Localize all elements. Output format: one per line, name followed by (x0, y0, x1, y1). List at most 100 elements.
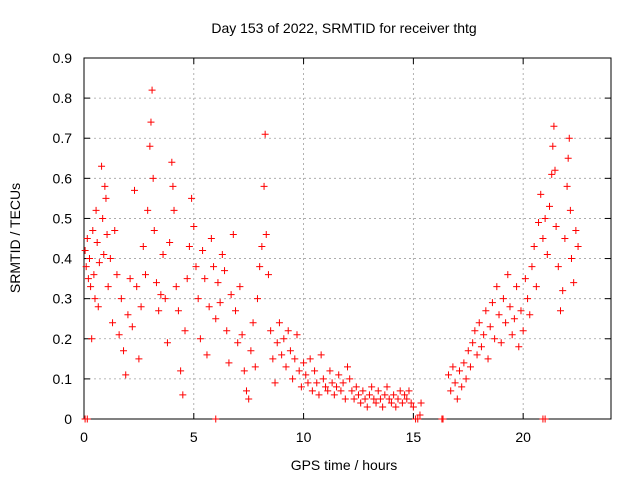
data-point-plus-marker (262, 230, 270, 238)
data-point-plus-marker (541, 415, 549, 423)
data-point-plus-marker (526, 311, 534, 319)
data-point-plus-marker (267, 327, 275, 335)
data-point-plus-marker (330, 391, 338, 399)
data-point-plus-marker (365, 391, 373, 399)
data-point-plus-marker (401, 391, 409, 399)
data-point-plus-marker (278, 351, 286, 359)
data-point-plus-marker (144, 206, 152, 214)
data-point-plus-marker (535, 218, 543, 226)
grid-layer (84, 58, 611, 419)
data-point-plus-marker (227, 291, 235, 299)
data-point-plus-marker (513, 283, 521, 291)
data-point-plus-marker (95, 259, 103, 267)
data-point-plus-marker (91, 295, 99, 303)
data-point-plus-marker (168, 158, 176, 166)
data-point-plus-marker (322, 383, 330, 391)
data-point-plus-marker (414, 415, 422, 423)
data-point-plus-marker (524, 295, 532, 303)
data-point-plus-marker (506, 303, 514, 311)
data-point-plus-marker (113, 271, 121, 279)
data-point-plus-marker (502, 319, 510, 327)
y-axis-label: SRMTID / TECUs (7, 183, 23, 293)
y-tick-label: 0.3 (53, 291, 73, 307)
data-point-plus-marker (83, 235, 91, 242)
data-point-plus-marker (416, 411, 424, 419)
data-point-plus-marker (212, 315, 220, 323)
data-point-plus-marker (83, 415, 91, 423)
data-point-plus-marker (81, 247, 89, 255)
y-tick-label: 0.4 (53, 251, 73, 267)
data-point-plus-marker (482, 307, 490, 315)
data-point-plus-marker (374, 387, 382, 395)
data-point-plus-marker (210, 263, 218, 271)
y-tick-label: 0 (64, 411, 72, 427)
data-point-plus-marker (218, 251, 226, 259)
data-point-plus-marker (196, 335, 204, 343)
data-point-plus-marker (149, 174, 157, 182)
data-point-plus-marker (348, 387, 356, 395)
data-point-plus-marker (188, 194, 196, 202)
data-point-plus-marker (370, 395, 378, 403)
y-tick-label: 0.8 (53, 90, 73, 106)
data-point-plus-marker (335, 371, 343, 379)
data-point-plus-marker (567, 255, 575, 263)
data-point-plus-marker (546, 202, 554, 210)
data-point-plus-marker (488, 299, 496, 307)
data-point-plus-marker (139, 243, 147, 251)
data-point-plus-marker (269, 355, 277, 363)
data-point-plus-marker (101, 182, 109, 190)
data-point-plus-marker (181, 327, 189, 335)
data-point-plus-marker (223, 327, 231, 335)
data-point-plus-marker (409, 403, 417, 411)
data-point-plus-marker (541, 214, 549, 222)
data-point-plus-marker (300, 359, 308, 367)
data-point-plus-marker (245, 395, 253, 403)
data-point-plus-marker (280, 335, 288, 343)
data-point-plus-marker (289, 375, 297, 383)
data-point-plus-marker (284, 327, 292, 335)
data-point-plus-marker (383, 383, 391, 391)
data-point-plus-marker (387, 399, 395, 407)
data-point-plus-marker (449, 363, 457, 371)
data-point-plus-marker (462, 375, 470, 383)
data-point-plus-marker (552, 222, 560, 230)
data-point-plus-marker (405, 387, 413, 395)
data-point-plus-marker (392, 403, 400, 411)
data-point-plus-marker (341, 395, 349, 403)
data-point-plus-marker (161, 295, 169, 303)
data-point-plus-marker (260, 182, 268, 190)
data-point-plus-marker (564, 154, 572, 162)
data-point-plus-marker (403, 395, 411, 403)
data-point-plus-marker (344, 363, 351, 371)
data-point-plus-marker (205, 303, 213, 311)
data-point-plus-marker (475, 319, 483, 327)
data-point-plus-marker (90, 271, 98, 279)
data-point-plus-marker (170, 206, 178, 214)
data-point-plus-marker (326, 367, 334, 375)
data-point-plus-marker (565, 134, 573, 142)
data-point-plus-marker (207, 235, 215, 242)
data-points (81, 86, 582, 423)
data-point-plus-marker (306, 355, 314, 363)
data-point-plus-marker (473, 351, 481, 359)
data-point-plus-marker (102, 194, 110, 202)
data-point-plus-marker (572, 226, 580, 234)
data-point-plus-marker (372, 399, 380, 407)
data-point-plus-marker (133, 283, 141, 291)
data-point-plus-marker (324, 387, 332, 395)
data-point-plus-marker (177, 367, 185, 375)
x-tick-label: 0 (80, 429, 88, 445)
data-point-plus-marker (497, 339, 505, 347)
data-point-plus-marker (146, 142, 154, 150)
data-point-plus-marker (122, 371, 130, 379)
data-point-plus-marker (103, 230, 111, 238)
data-point-plus-marker (163, 339, 171, 347)
data-point-plus-marker (315, 391, 323, 399)
y-tick-label: 0.2 (53, 331, 73, 347)
data-point-plus-marker (381, 391, 389, 399)
data-point-plus-marker (528, 263, 536, 271)
data-point-plus-marker (363, 403, 371, 411)
data-point-plus-marker (495, 311, 503, 319)
data-point-plus-marker (521, 275, 529, 283)
data-point-plus-marker (261, 130, 269, 138)
